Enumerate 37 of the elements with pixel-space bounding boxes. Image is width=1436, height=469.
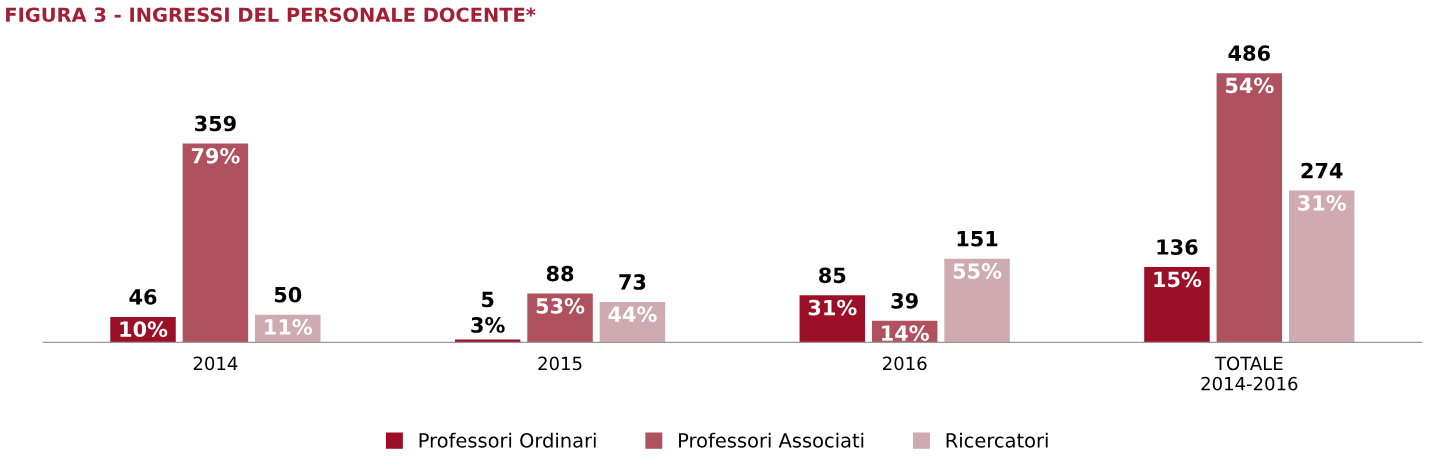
data-label: 50	[274, 286, 302, 303]
data-label: 73	[619, 274, 646, 290]
data-label: 39	[891, 292, 918, 309]
annotation: 10%	[120, 321, 168, 338]
annotation: 44%	[608, 306, 657, 323]
bar	[1288, 190, 1355, 343]
annotation: 31%	[1298, 194, 1346, 211]
legend-label: Professori Ordinari	[419, 432, 596, 448]
bar	[944, 258, 1010, 343]
legend-label: Professori Associati	[679, 432, 864, 448]
annotation: 11%	[265, 319, 313, 335]
x-tick-label: 2015	[538, 356, 582, 371]
bar	[1216, 73, 1283, 343]
x-tick-label: TOTALE 2014-2016	[1201, 356, 1298, 391]
data-label: 85	[819, 267, 846, 284]
data-label: 359	[195, 115, 236, 132]
annotation: 14%	[882, 325, 929, 341]
annotation: 53%	[536, 298, 585, 314]
bar	[182, 143, 249, 343]
annotation: 3%	[471, 317, 505, 333]
x-tick-label: 2014	[193, 356, 238, 371]
data-label: 88	[546, 265, 574, 282]
data-label: 5	[482, 291, 494, 308]
data-label: 151	[957, 231, 998, 247]
data-label: 46	[129, 289, 157, 305]
x-tick-label: 2016	[883, 356, 927, 371]
annotation: 55%	[953, 263, 1002, 279]
annotation: 31%	[808, 299, 857, 316]
annotation: 15%	[1154, 271, 1202, 288]
annotation: 54%	[1225, 77, 1274, 94]
data-label: 274	[1301, 162, 1343, 179]
chart-title: FIGURA 3 - INGRESSI DEL PERSONALE DOCENTE*	[6, 7, 536, 23]
bar	[1144, 267, 1210, 343]
data-label: 136	[1157, 239, 1198, 255]
annotation: 79%	[191, 147, 240, 164]
data-label: 486	[1228, 45, 1270, 62]
legend-label: Ricercatori	[946, 432, 1048, 448]
